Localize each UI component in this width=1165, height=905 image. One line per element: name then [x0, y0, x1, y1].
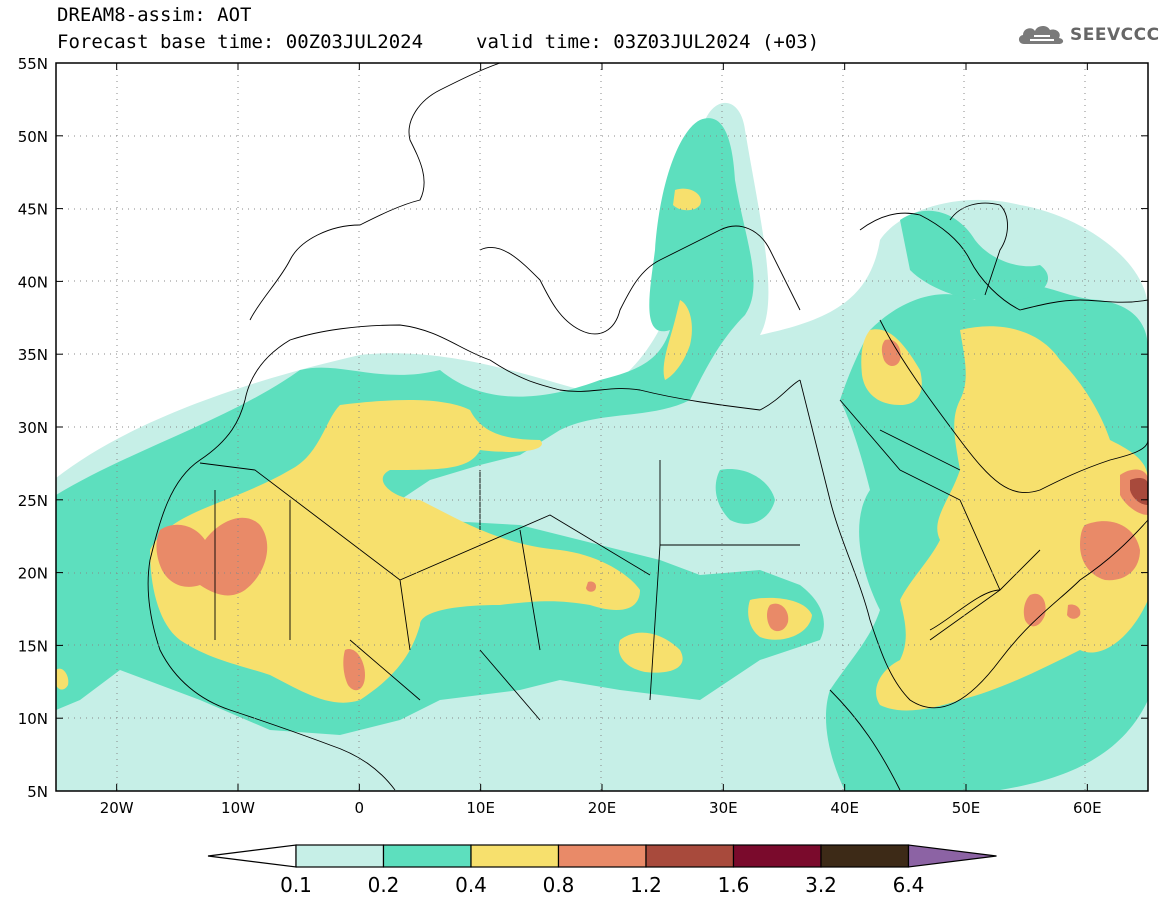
colorbar-label: 0.2 [368, 873, 400, 897]
longitude-label: 0 [355, 799, 365, 817]
longitude-label: 30E [709, 799, 738, 817]
colorbar-label: 1.6 [718, 873, 750, 897]
colorbar-arrow-high [907, 844, 997, 868]
latitude-label: 15N [18, 637, 48, 655]
valid-time: valid time: 03Z03JUL2024 (+03) [476, 31, 820, 53]
colorbar-bin [557, 844, 647, 868]
cloud-icon [1018, 25, 1064, 44]
colorbar-bin [645, 844, 735, 868]
aot-level-1.2 [1130, 477, 1148, 505]
aot-level-0.4 [56, 188, 1148, 711]
longitude-label: 40E [830, 799, 859, 817]
logo-text: SEEVCCC [1070, 25, 1160, 45]
aot-level-0.2 [56, 118, 1148, 791]
longitude-label: 20W [100, 799, 134, 817]
latitude-labels: 55N 50N 45N 40N 35N 30N 25N 20N 15N 10N 5N [18, 55, 48, 801]
aot-field [56, 63, 1148, 791]
latitude-label: 5N [27, 783, 48, 801]
longitude-label: 20E [588, 799, 617, 817]
latitude-label: 55N [18, 55, 48, 73]
colorbar-bin [382, 844, 472, 868]
colorbar-label: 3.2 [805, 873, 837, 897]
aot-level-0.1 [56, 102, 1148, 791]
latitude-label: 25N [18, 492, 48, 510]
longitude-label: 50E [952, 799, 981, 817]
graticule [56, 63, 1148, 791]
longitude-labels: 20W 10W 0 10E 20E 30E 40E 50E 60E [100, 799, 1102, 817]
colorbar-label: 1.2 [630, 873, 662, 897]
colorbar-labels: 0.1 0.2 0.4 0.8 1.2 1.6 3.2 6.4 [280, 873, 924, 897]
longitude-label: 10E [466, 799, 495, 817]
plot-frame [55, 62, 1149, 792]
colorbar-bin [295, 844, 385, 868]
longitude-label: 60E [1073, 799, 1102, 817]
coastlines-borders [147, 63, 1148, 791]
latitude-label: 45N [18, 201, 48, 219]
seevccc-logo: SEEVCCC [1016, 22, 1160, 48]
colorbar-label: 6.4 [893, 873, 925, 897]
colorbar-arrow-low [207, 844, 297, 868]
colorbar-bin [470, 844, 560, 868]
longitude-label: 10W [221, 799, 255, 817]
colorbar-bin [820, 844, 910, 868]
colorbar [207, 844, 997, 868]
latitude-label: 40N [18, 273, 48, 291]
aot-level-0.8 [156, 339, 1148, 691]
axis-ticks [56, 62, 1148, 792]
colorbar-label: 0.8 [543, 873, 575, 897]
colorbar-label: 0.4 [455, 873, 487, 897]
colorbar-bin [732, 844, 822, 868]
colorbar-label: 0.1 [280, 873, 312, 897]
latitude-label: 30N [18, 419, 48, 437]
latitude-label: 10N [18, 710, 48, 728]
latitude-label: 35N [18, 346, 48, 364]
forecast-base-time: Forecast base time: 00Z03JUL2024 [57, 31, 424, 53]
map-title: DREAM8-assim: AOT [57, 4, 252, 26]
latitude-label: 20N [18, 565, 48, 583]
latitude-label: 50N [18, 128, 48, 146]
